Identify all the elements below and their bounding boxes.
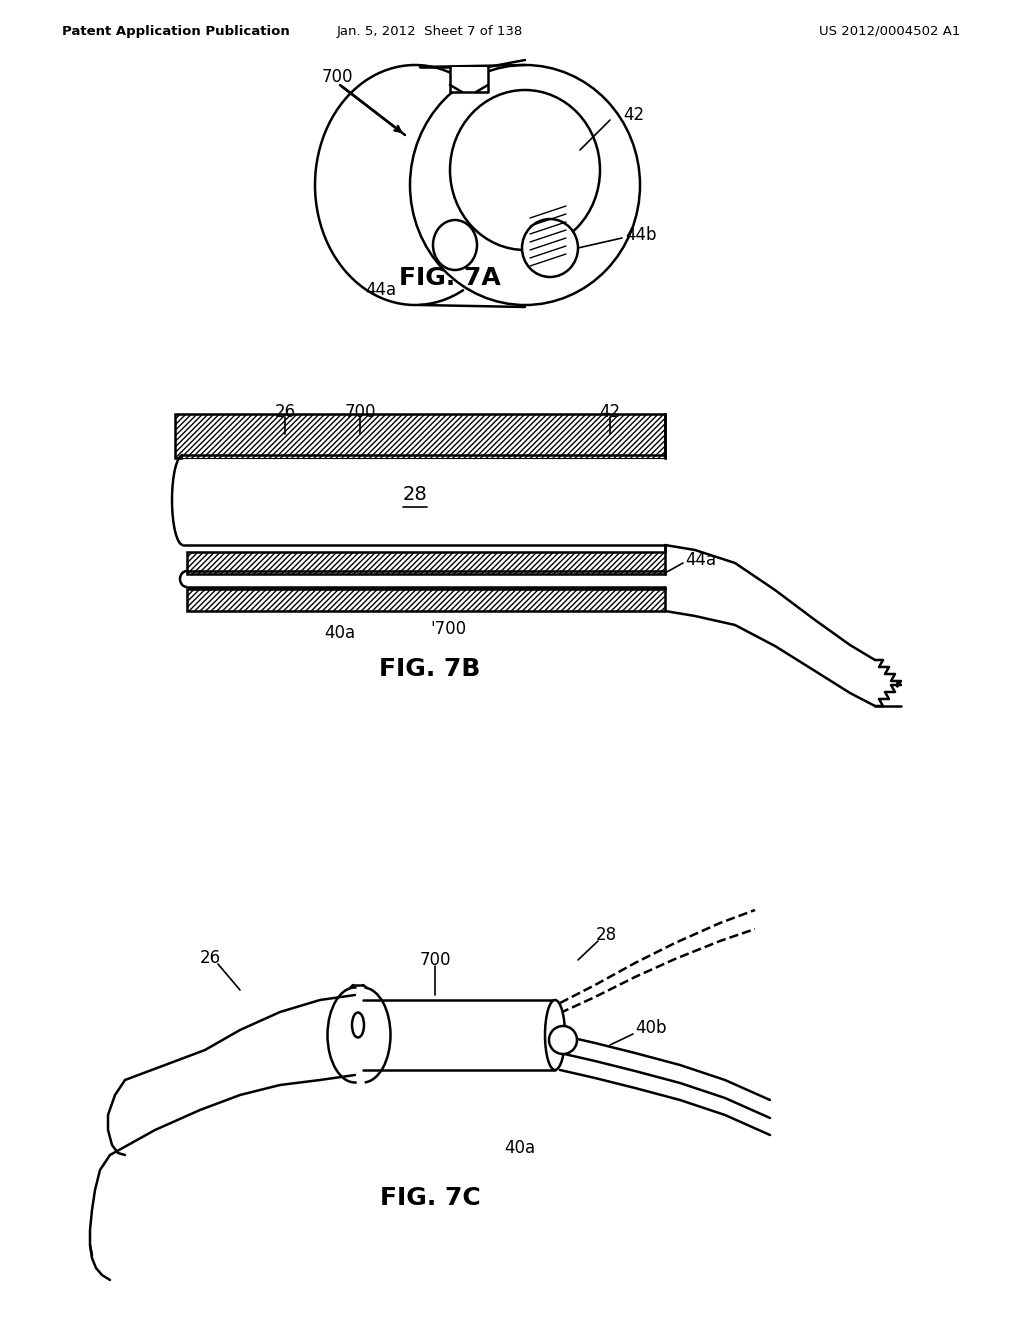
Ellipse shape bbox=[433, 220, 477, 271]
Text: 28: 28 bbox=[402, 486, 427, 504]
Bar bbox=[187, 589, 665, 611]
Text: US 2012/0004502 A1: US 2012/0004502 A1 bbox=[818, 25, 961, 38]
Ellipse shape bbox=[549, 1026, 577, 1053]
Text: 40b: 40b bbox=[635, 1019, 667, 1038]
Text: Jan. 5, 2012  Sheet 7 of 138: Jan. 5, 2012 Sheet 7 of 138 bbox=[337, 25, 523, 38]
Text: 26: 26 bbox=[200, 949, 220, 968]
Text: '700: '700 bbox=[430, 620, 466, 638]
Text: 700: 700 bbox=[419, 950, 451, 969]
Bar bbox=[175, 414, 665, 458]
Text: 40a: 40a bbox=[505, 1139, 536, 1158]
Text: 700: 700 bbox=[322, 69, 353, 86]
Text: 700: 700 bbox=[344, 403, 376, 421]
Bar bbox=[187, 552, 665, 574]
Text: 42: 42 bbox=[599, 403, 621, 421]
Text: Patent Application Publication: Patent Application Publication bbox=[62, 25, 290, 38]
Bar bbox=[187, 552, 665, 574]
Ellipse shape bbox=[522, 219, 578, 277]
Text: 40a: 40a bbox=[325, 624, 355, 642]
Ellipse shape bbox=[450, 90, 600, 249]
Ellipse shape bbox=[545, 1001, 565, 1071]
Ellipse shape bbox=[352, 1012, 364, 1038]
Text: FIG. 7C: FIG. 7C bbox=[380, 1185, 480, 1210]
Text: 28: 28 bbox=[595, 927, 616, 944]
Text: 26: 26 bbox=[274, 403, 296, 421]
Ellipse shape bbox=[410, 65, 640, 305]
Text: FIG. 7B: FIG. 7B bbox=[379, 657, 480, 681]
Text: 42: 42 bbox=[623, 106, 644, 124]
Bar bbox=[450, 67, 488, 92]
Bar bbox=[183, 455, 665, 545]
Bar bbox=[175, 414, 665, 458]
Text: 44a: 44a bbox=[685, 550, 716, 569]
Text: FIG. 7A: FIG. 7A bbox=[399, 267, 501, 290]
Text: 44a: 44a bbox=[365, 281, 396, 300]
Bar bbox=[187, 589, 665, 611]
Text: 44b: 44b bbox=[625, 226, 656, 244]
